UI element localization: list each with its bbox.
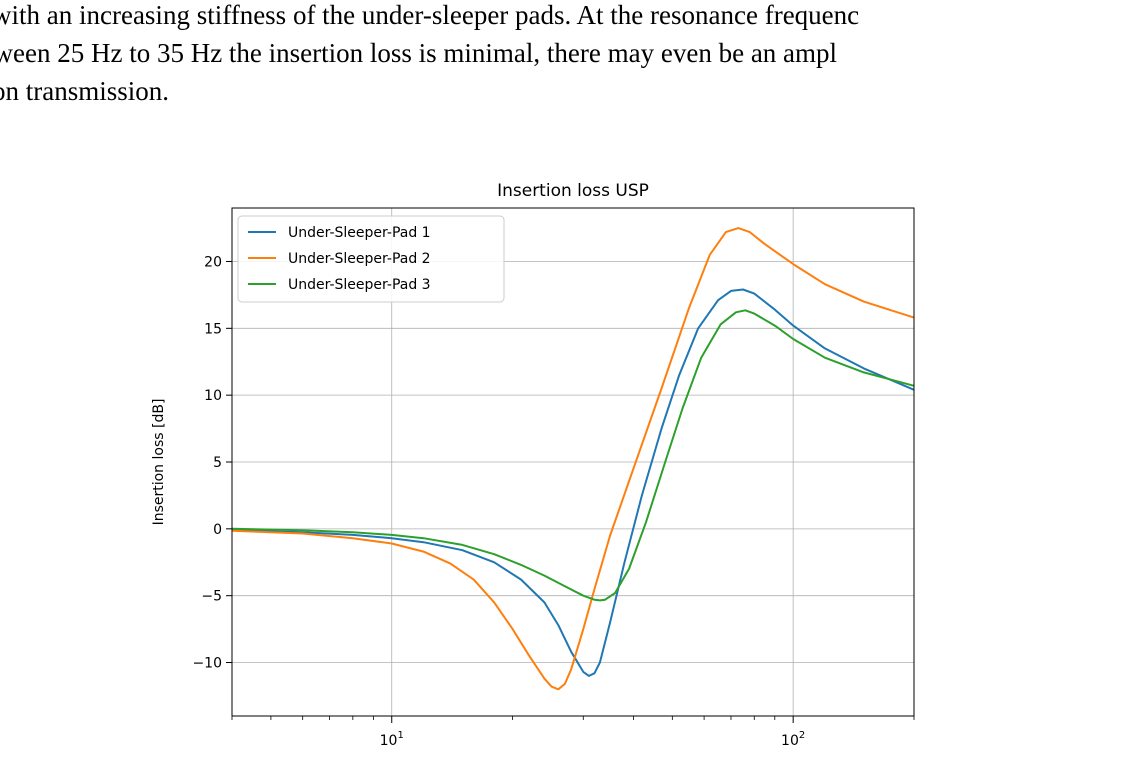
x-tick-label: 102 <box>781 730 805 749</box>
legend-label-1: Under-Sleeper-Pad 1 <box>288 225 431 241</box>
legend: Under-Sleeper-Pad 1 Under-Sleeper-Pad 2 Un… <box>237 215 505 303</box>
y-tick-label: 10 <box>204 388 222 404</box>
y-tick-label: 0 <box>213 522 222 538</box>
y-tick-label: 5 <box>213 455 222 471</box>
text-line-1: with an increasing stiffness of the unde… <box>0 0 860 30</box>
text-line-3: on transmission. <box>0 76 170 106</box>
y-tick-label: 20 <box>204 254 222 270</box>
legend-label-3: Under-Sleeper-Pad 3 <box>288 277 431 293</box>
y-tick-label: −5 <box>201 589 222 605</box>
y-axis-label: Insertion loss [dB] <box>151 399 167 526</box>
x-tick-label: 101 <box>380 730 404 749</box>
y-tick-label: −10 <box>192 656 222 672</box>
series-line-3 <box>231 309 915 602</box>
series-lines <box>231 227 915 691</box>
series-line-1 <box>231 288 915 677</box>
text-line-2: tween 25 Hz to 35 Hz the insertion loss … <box>0 38 838 68</box>
legend-box <box>237 215 505 303</box>
legend-label-2: Under-Sleeper-Pad 2 <box>288 251 431 267</box>
y-tick-label: 15 <box>204 321 222 337</box>
paper-text: with an increasing stiffness of the unde… <box>0 0 1134 130</box>
series-line-2 <box>231 227 915 691</box>
grid <box>232 208 914 716</box>
chart-title: Insertion loss USP <box>497 181 649 201</box>
